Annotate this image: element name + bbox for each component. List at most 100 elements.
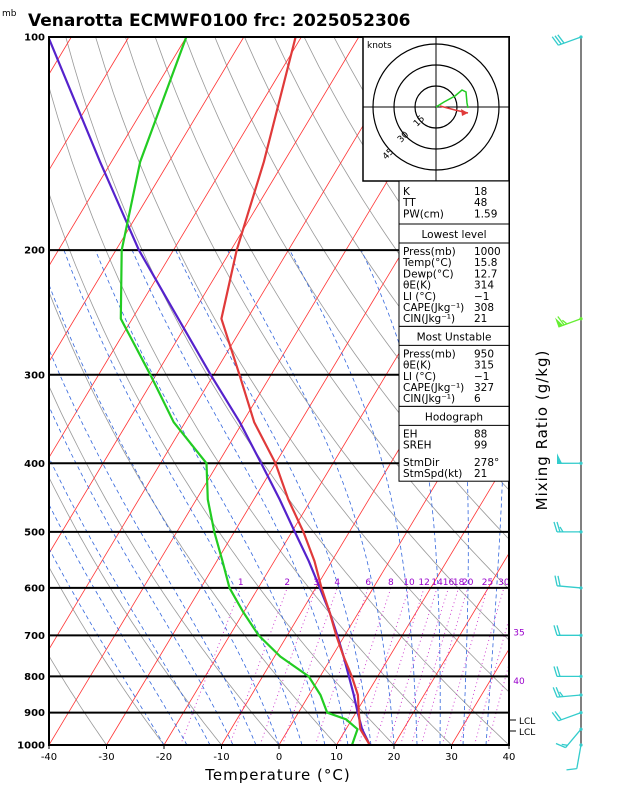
barb-feather [559, 526, 564, 533]
index-value: 314 [474, 280, 494, 292]
pressure-tick-label: 300 [24, 370, 45, 381]
moist-adiabat [49, 348, 257, 745]
barb-feather [555, 742, 566, 749]
temperature-tick-label: -10 [213, 752, 229, 763]
barb-station-dot [579, 674, 583, 678]
barb-station-dot [579, 743, 583, 747]
mixing-ratio-label: 18 [453, 578, 465, 588]
wind-barb [551, 711, 583, 722]
index-label: Dewp(°C) [403, 268, 454, 280]
pressure-tick-label: 200 [24, 246, 45, 257]
index-label: StmSpd(kt) [403, 468, 462, 480]
index-label: Temp(°C) [402, 257, 452, 269]
mixing-ratio-label: 3 [313, 578, 319, 588]
profiles [49, 37, 371, 745]
barb-feather [553, 521, 558, 533]
hodograph-arrow [461, 109, 468, 116]
pressure-tick-label: 900 [24, 708, 45, 719]
dry-adiabat [49, 192, 395, 745]
wind-barb [566, 743, 583, 771]
barb-station-dot [579, 35, 583, 39]
barb-feather [556, 666, 561, 677]
barb-staff [558, 318, 582, 328]
wind-barb [555, 727, 583, 749]
index-label: CIN(Jkg⁻¹) [403, 393, 455, 405]
pressure-tick-label: 1000 [17, 741, 45, 752]
barb-staff [576, 744, 582, 769]
barb-feather [551, 712, 559, 722]
mixing-ratio-label: 14 [431, 578, 443, 588]
barb-feather [566, 767, 577, 771]
chart-title: Venarotta ECMWF0100 frc: 2025052306 [28, 11, 411, 31]
mixing-ratio-label: 6 [365, 578, 371, 588]
hodograph-trace-low [435, 89, 469, 109]
barb-feather [552, 687, 558, 698]
barb-staff [557, 694, 582, 698]
barb-feather [556, 521, 561, 533]
temperature-tick-label: 30 [445, 752, 458, 763]
moist-adiabat [227, 249, 395, 745]
pressure-tick-label: 100 [24, 33, 45, 44]
temperature-tick-label: -40 [41, 752, 57, 763]
moist-adiabat [49, 283, 280, 745]
index-value: 99 [474, 440, 487, 452]
mixing-ratio-line [420, 587, 469, 745]
moist-adiabat [49, 456, 211, 745]
dry-adiabat [49, 655, 107, 745]
mixing-ratio-label: 8 [388, 578, 394, 588]
isotherm [49, 37, 130, 171]
dry-adiabat [49, 290, 337, 745]
wind-barb [556, 453, 583, 465]
moist-adiabat [131, 249, 349, 745]
barb-feather [553, 666, 558, 677]
barb-station-dot [579, 586, 583, 590]
barb-feather [557, 575, 561, 587]
mixing-ratio-label: 16 [443, 578, 455, 588]
index-label: PW(cm) [403, 208, 444, 220]
dry-adiabat [95, 37, 509, 693]
moist-adiabat [175, 249, 372, 745]
wind-barb [553, 521, 583, 534]
temperature-tick-label: -30 [98, 752, 114, 763]
hodograph-unit: knots [367, 41, 392, 51]
barb-feather [561, 319, 568, 325]
index-label: θE(K) [403, 360, 431, 372]
barb-feather [559, 691, 564, 697]
barb-feather [557, 34, 565, 44]
pressure-tick-label: 400 [24, 459, 45, 470]
pressure-tick-label: 600 [24, 583, 45, 594]
index-value: 278° [474, 457, 499, 469]
temperature-tick-label: -20 [156, 752, 172, 763]
isotherm [49, 37, 417, 650]
temperature-tick-label: 0 [276, 752, 282, 763]
barb-feather [554, 711, 562, 721]
index-box-section [398, 325, 510, 407]
isotherm [0, 37, 14, 745]
index-value: −1 [474, 371, 489, 383]
index-value: 1.59 [474, 208, 497, 220]
mixing-ratio-line [180, 587, 242, 745]
wind-barb [554, 575, 583, 590]
index-value: 21 [474, 313, 487, 325]
index-value: 21 [474, 468, 487, 480]
index-label: K [403, 186, 411, 198]
temperature-tick-label: 10 [330, 752, 343, 763]
barb-feather [551, 36, 559, 46]
hodograph: knots 15 30 45 [362, 36, 510, 182]
index-label: EH [403, 428, 418, 440]
index-label: StmDir [403, 457, 440, 469]
moist-adiabat [49, 405, 234, 745]
barb-staff [558, 711, 582, 722]
mixing-ratio-label: 1 [238, 578, 244, 588]
index-label: CIN(Jkg⁻¹) [403, 313, 455, 325]
index-box-section [398, 180, 510, 225]
pressure-tick-label: 700 [24, 631, 45, 642]
index-box-section [398, 405, 510, 482]
mixing-ratio-line [229, 587, 288, 745]
lcl-label-2: LCL [519, 728, 535, 738]
dry-adiabat [65, 37, 509, 745]
mixing-ratio-axis-label: Mixing Ratio (g/kg) [533, 350, 551, 511]
parcel-profile-line [49, 37, 371, 745]
